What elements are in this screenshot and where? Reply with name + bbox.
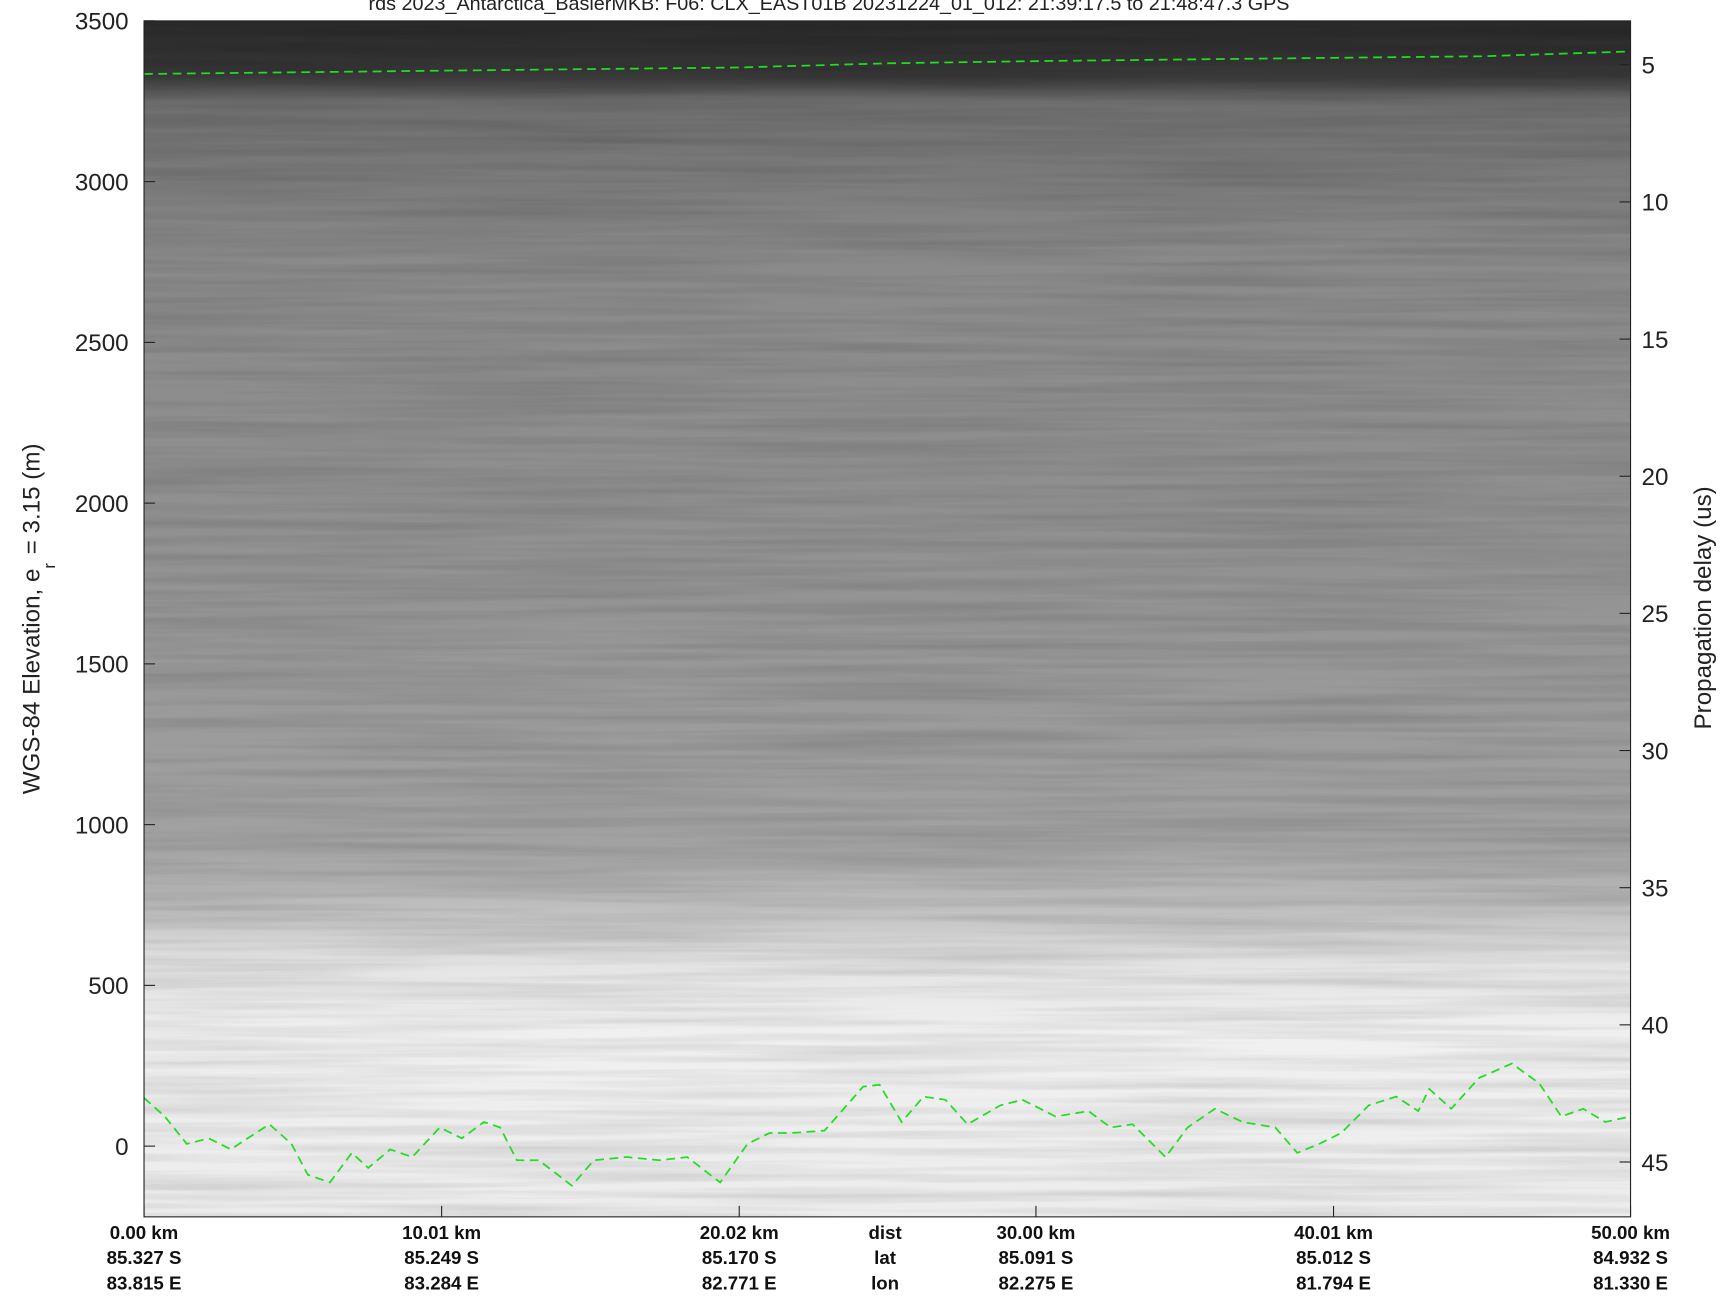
lon-label: 83.815 E — [107, 1272, 182, 1293]
lat-label: 85.327 S — [107, 1247, 182, 1268]
marks-layer — [144, 50, 1631, 1187]
bed-line — [144, 1062, 1631, 1187]
row-label: dist — [868, 1222, 901, 1243]
y-tick-label: 1500 — [75, 652, 129, 679]
surface-line — [144, 50, 1631, 75]
y2-axis-label: Propagation delay (us) — [1690, 486, 1717, 729]
chart-title: rds 2023_Antarctica_BaslerMKB: F06: CLX_… — [369, 0, 1290, 15]
lon-label: 82.275 E — [999, 1272, 1074, 1293]
y2-tick-label: 30 — [1642, 738, 1669, 765]
y-label-rest: = 3.15 (m) — [19, 443, 46, 554]
x-tick-label: 40.01 km — [1294, 1222, 1373, 1243]
x-tick-label: 0.00 km — [110, 1222, 179, 1243]
lat-label: 85.012 S — [1296, 1247, 1371, 1268]
y-tick-label: 3500 — [75, 9, 129, 36]
y2-tick-label: 10 — [1642, 190, 1669, 217]
x-tick-label: 50.00 km — [1591, 1222, 1670, 1243]
lat-label: 84.932 S — [1593, 1247, 1668, 1268]
y-tick-label: 2500 — [75, 330, 129, 357]
echogram-texture — [144, 20, 1631, 1217]
y2-tick-label: 35 — [1642, 875, 1669, 902]
y2-tick-label: 25 — [1642, 601, 1669, 628]
y-label-sub: r — [41, 563, 59, 569]
lat-label: 85.091 S — [999, 1247, 1074, 1268]
y-tick-label: 500 — [88, 973, 128, 1000]
lon-label: 82.771 E — [702, 1272, 777, 1293]
row-label: lon — [871, 1272, 899, 1293]
y-tick-label: 0 — [115, 1134, 128, 1161]
y-axis-label: WGS-84 Elevation, er = 3.15 (m) — [19, 443, 59, 794]
y-label-main: WGS-84 Elevation, e — [19, 569, 46, 795]
y-tick-label: 2000 — [75, 491, 129, 518]
y2-tick-label: 20 — [1642, 464, 1669, 491]
lon-label: 81.794 E — [1296, 1272, 1371, 1293]
x-tick-label: 10.01 km — [402, 1222, 481, 1243]
y2-tick-label: 15 — [1642, 327, 1669, 354]
x-tick-label: 30.00 km — [996, 1222, 1075, 1243]
x-tick-label: 20.02 km — [700, 1222, 779, 1243]
lon-label: 83.284 E — [404, 1272, 479, 1293]
y-tick-label: 1000 — [75, 812, 129, 839]
plot-frame — [143, 20, 1632, 1218]
y2-tick-label: 45 — [1642, 1150, 1669, 1177]
lat-label: 85.249 S — [404, 1247, 479, 1268]
lat-label: 85.170 S — [702, 1247, 777, 1268]
y2-tick-label: 40 — [1642, 1013, 1669, 1040]
lon-label: 81.330 E — [1593, 1272, 1668, 1293]
y2-tick-label: 5 — [1642, 53, 1655, 80]
row-label: lat — [874, 1247, 896, 1268]
y-tick-label: 3000 — [75, 169, 129, 196]
